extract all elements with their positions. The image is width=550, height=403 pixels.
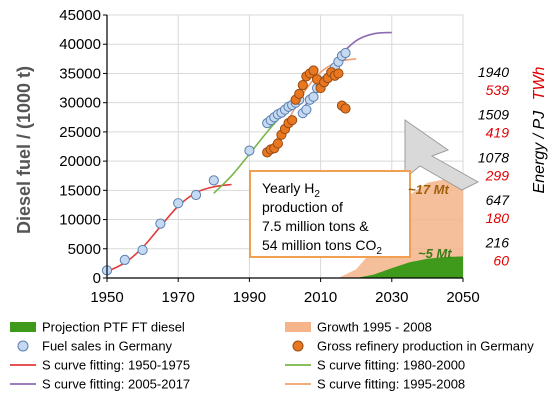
y-tick-label: 35000 (59, 65, 101, 82)
right-tick-twh: 539 (486, 82, 510, 98)
tick-labels: 0 5000 10000 15000 20000 25000 30000 35000 40000… (59, 7, 510, 306)
legend-marker (17, 340, 29, 352)
annotation-17mt: ~17 Mt (408, 182, 449, 197)
legend-label: Projection PTF FT diesel (42, 320, 185, 335)
legend-label: S curve fitting: 1995-2008 (317, 377, 465, 392)
right-tick-pj: 1940 (478, 64, 509, 80)
legend-swatch (285, 322, 311, 332)
y-tick-label: 45000 (59, 7, 101, 24)
right-tick-pj: 647 (486, 192, 511, 208)
legend-label: Gross refinery production in Germany (317, 339, 534, 354)
x-tick-label: 2010 (304, 289, 337, 306)
legend-label: S curve fitting: 2005-2017 (42, 377, 190, 392)
callout-sub-1: 2 (314, 189, 320, 200)
data-point-fuel-sales (244, 145, 255, 156)
legend-label: S curve fitting: 1980-2000 (317, 358, 465, 373)
y-tick-label: 15000 (59, 182, 101, 199)
callout-line-3: 7.5 million tons & (262, 218, 369, 234)
data-point-fuel-sales (137, 244, 148, 256)
right-tick-pj: 1078 (478, 149, 509, 165)
data-point-refinery (308, 65, 319, 76)
x-tick-label: 1990 (233, 289, 266, 306)
data-point-refinery (272, 138, 283, 149)
legend-label: S curve fitting: 1950-1975 (42, 358, 190, 373)
data-point-refinery (294, 88, 305, 100)
right-tick-pj: 216 (485, 235, 510, 251)
data-point-fuel-sales (301, 104, 312, 115)
callout-line-2: production of (262, 199, 343, 215)
data-point-fuel-sales (155, 218, 166, 229)
y-axis-title: Diesel fuel / (1000 t) (14, 66, 34, 234)
callout-box (249, 170, 411, 258)
legend-label: Fuel sales in Germany (42, 339, 173, 354)
data-point-fuel-sales (340, 47, 351, 59)
data-point-refinery (297, 80, 308, 91)
x-tick-label: 2030 (375, 289, 408, 306)
data-point-refinery (333, 68, 344, 79)
callout-line-1: Yearly H2 (262, 180, 320, 200)
legend-swatch (10, 322, 36, 332)
callout-arrow (404, 119, 480, 191)
area-projection (356, 256, 463, 278)
y-tick-label: 40000 (59, 36, 101, 53)
x-tick-label: 1950 (90, 289, 123, 306)
right-axis-title-energy: Energy / PJ (531, 110, 548, 194)
right-axis-title-unit: TWh (531, 66, 548, 100)
right-tick-twh: 299 (485, 167, 510, 183)
data-point-fuel-sales (208, 175, 219, 186)
data-point-fuel-sales (190, 189, 202, 201)
callout-sub-4: 2 (376, 246, 382, 257)
x-tick-label: 1970 (162, 289, 195, 306)
y-tick-label: 0 (93, 270, 101, 287)
right-tick-pj: 1509 (478, 107, 509, 123)
y-tick-label: 20000 (59, 153, 101, 170)
data-point-fuel-sales (173, 198, 184, 209)
axes (103, 14, 464, 282)
y-tick-label: 10000 (59, 212, 101, 229)
y-tick-label: 30000 (59, 95, 101, 112)
callout-line-4: 54 million tons CO2 (262, 237, 382, 257)
right-tick-twh: 60 (493, 253, 509, 269)
data-point-refinery (340, 103, 351, 114)
series-points (101, 47, 351, 276)
data-point-fuel-sales (119, 254, 130, 265)
right-axis-title: Energy / PJ TWh (531, 66, 548, 193)
data-point-refinery (287, 115, 298, 126)
x-tick-label: 2050 (446, 289, 479, 306)
legend: Projection PTF FT diesel Growth 1995 - 20… (10, 320, 534, 392)
y-tick-label: 5000 (68, 241, 101, 258)
annotation-5mt: ~5 Mt (418, 246, 452, 261)
legend-marker (292, 340, 304, 352)
y-tick-label: 25000 (59, 124, 101, 141)
right-tick-twh: 419 (486, 125, 510, 141)
legend-label: Growth 1995 - 2008 (317, 320, 432, 335)
data-point-fuel-sales (308, 91, 319, 102)
right-tick-twh: 180 (486, 210, 510, 226)
